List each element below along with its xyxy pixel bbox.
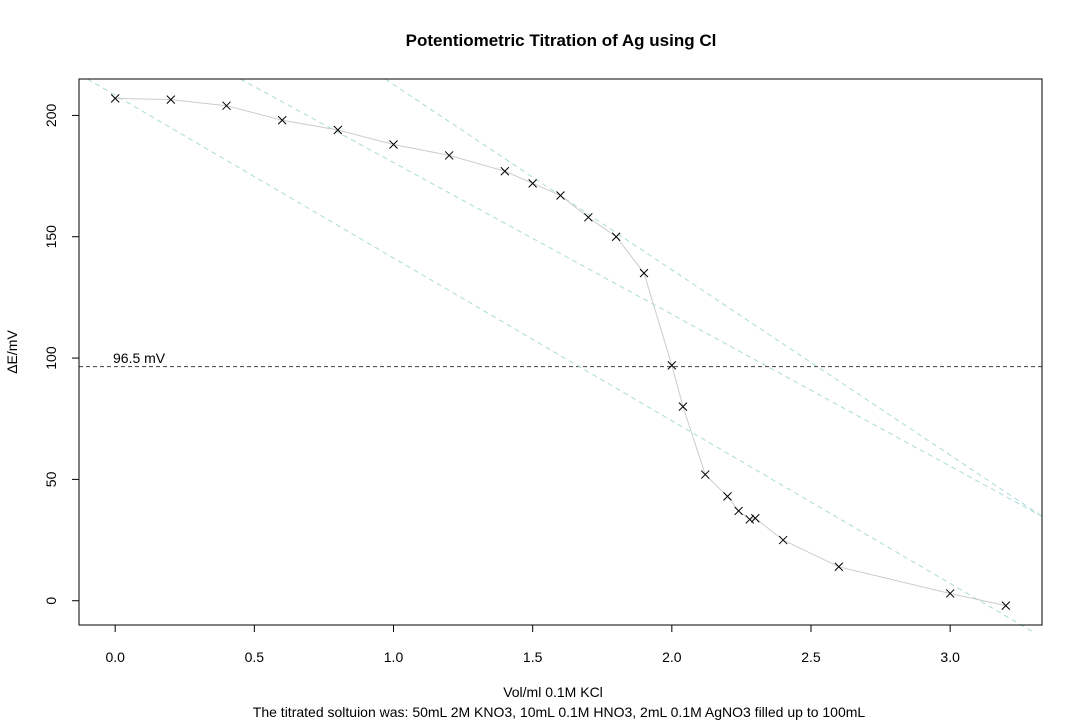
x-tick-label: 2.0 bbox=[662, 649, 682, 665]
x-axis-label: Vol/ml 0.1M KCl bbox=[503, 684, 603, 700]
data-point bbox=[583, 212, 593, 222]
data-point bbox=[333, 125, 343, 135]
y-tick-label: 150 bbox=[43, 225, 59, 249]
data-point bbox=[639, 268, 649, 278]
y-axis: 0 50 100 150 200 bbox=[43, 104, 80, 605]
data-point bbox=[778, 535, 788, 545]
reference-line-label: 96.5 mV bbox=[113, 350, 166, 366]
reference-line-oblique-3 bbox=[384, 78, 1043, 517]
data-point bbox=[745, 515, 755, 524]
reference-line-oblique-2 bbox=[240, 78, 1043, 517]
data-point bbox=[389, 140, 398, 149]
data-point bbox=[166, 95, 176, 104]
data-point bbox=[277, 115, 287, 125]
data-point bbox=[500, 166, 510, 176]
data-point bbox=[667, 360, 677, 370]
x-tick-label: 1.5 bbox=[523, 649, 543, 665]
data-point bbox=[678, 402, 688, 411]
data-point bbox=[1001, 601, 1011, 610]
data-point bbox=[110, 94, 120, 103]
data-point bbox=[444, 151, 454, 160]
y-tick-label: 50 bbox=[43, 471, 59, 487]
series-line bbox=[115, 97, 1006, 607]
chart-title: Potentiometric Titration of Ag using Cl bbox=[406, 31, 717, 50]
x-tick-label: 3.0 bbox=[940, 649, 960, 665]
y-axis-label: ΔE/mV bbox=[4, 330, 20, 374]
data-point bbox=[723, 492, 732, 501]
data-point bbox=[528, 178, 538, 188]
data-point bbox=[734, 506, 743, 516]
x-tick-label: 0.5 bbox=[245, 649, 265, 665]
data-point bbox=[834, 562, 844, 572]
plot-frame bbox=[78, 78, 1043, 626]
x-tick-label: 1.0 bbox=[384, 649, 404, 665]
y-tick-label: 200 bbox=[43, 104, 59, 128]
data-point bbox=[750, 513, 760, 523]
data-line bbox=[115, 97, 1006, 607]
data-point bbox=[945, 589, 955, 598]
x-tick-label: 0.0 bbox=[105, 649, 125, 665]
x-tick-label: 2.5 bbox=[801, 649, 821, 665]
y-tick-label: 100 bbox=[43, 346, 59, 370]
x-axis: 0.0 0.5 1.0 1.5 2.0 2.5 3.0 bbox=[105, 624, 960, 665]
reference-lines bbox=[79, 78, 1043, 633]
data-point bbox=[700, 470, 710, 479]
chart-subtitle: The titrated soltuion was: 50mL 2M KNO3,… bbox=[253, 704, 866, 720]
data-points bbox=[110, 94, 1011, 610]
y-tick-label: 0 bbox=[43, 597, 59, 605]
data-point bbox=[611, 232, 621, 242]
reference-line-oblique-1 bbox=[87, 78, 1034, 633]
data-point bbox=[222, 101, 231, 111]
data-point bbox=[556, 191, 565, 200]
